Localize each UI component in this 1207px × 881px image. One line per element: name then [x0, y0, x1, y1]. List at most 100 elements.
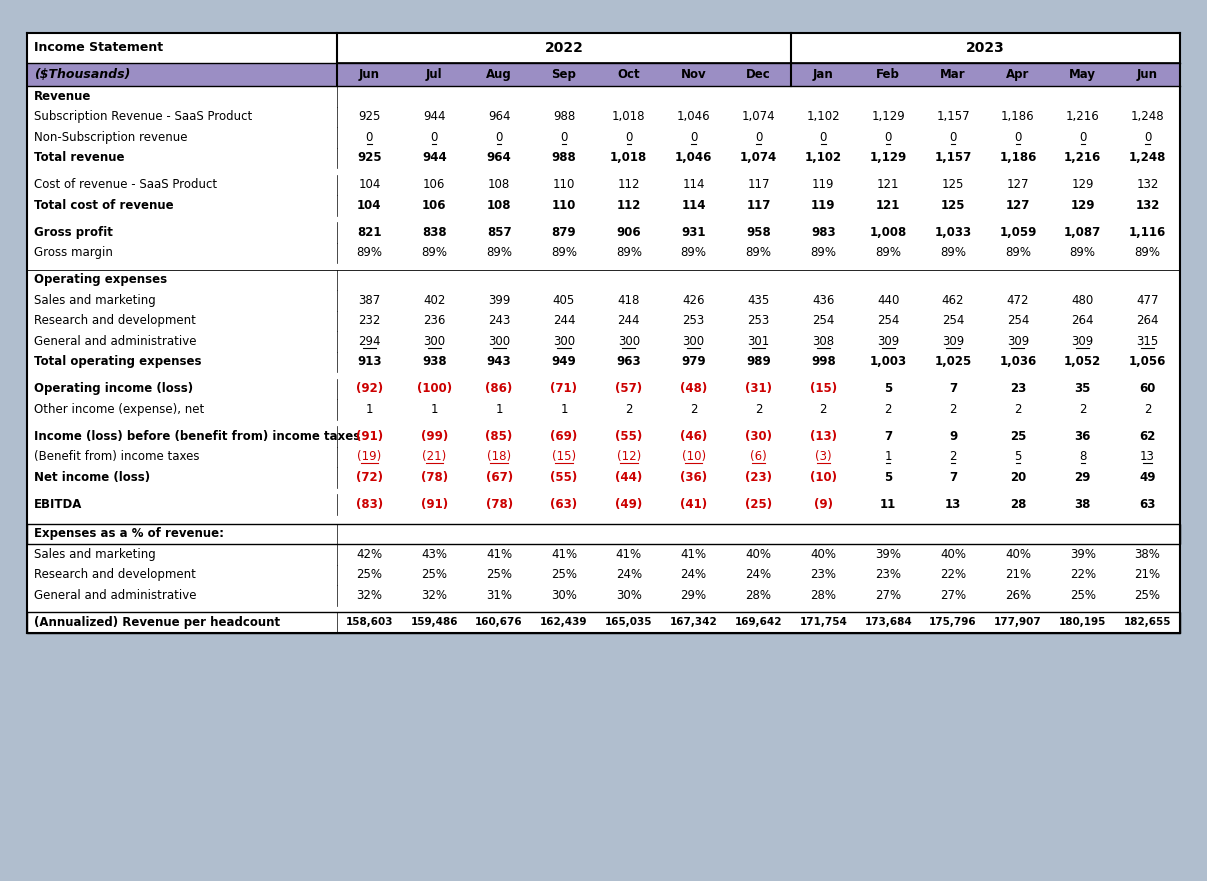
Text: 49: 49	[1139, 470, 1156, 484]
Text: 931: 931	[682, 226, 706, 239]
Text: (18): (18)	[488, 450, 512, 463]
Text: 308: 308	[812, 335, 834, 348]
Text: 264: 264	[1072, 315, 1094, 327]
Text: 1,157: 1,157	[934, 152, 972, 164]
Text: 983: 983	[811, 226, 835, 239]
Text: 38: 38	[1074, 498, 1091, 511]
Text: Total cost of revenue: Total cost of revenue	[34, 199, 174, 211]
Text: 25%: 25%	[1069, 589, 1096, 602]
Text: 1: 1	[431, 403, 438, 416]
Text: (10): (10)	[810, 470, 836, 484]
Text: 300: 300	[488, 335, 511, 348]
Text: 480: 480	[1072, 293, 1094, 307]
Text: 253: 253	[682, 315, 705, 327]
Text: (48): (48)	[680, 382, 707, 396]
Text: Other income (expense), net: Other income (expense), net	[34, 403, 204, 416]
Text: 165,035: 165,035	[605, 618, 653, 627]
Text: 300: 300	[553, 335, 575, 348]
Text: Sep: Sep	[552, 68, 577, 81]
Text: (44): (44)	[616, 470, 642, 484]
Text: 243: 243	[488, 315, 511, 327]
Text: 2: 2	[754, 403, 763, 416]
Text: 236: 236	[424, 315, 445, 327]
Text: 232: 232	[358, 315, 380, 327]
Text: 943: 943	[486, 355, 512, 368]
Text: 167,342: 167,342	[670, 618, 717, 627]
Text: Operating expenses: Operating expenses	[34, 273, 167, 286]
Text: 24%: 24%	[746, 568, 771, 581]
Text: 31%: 31%	[486, 589, 512, 602]
Text: 30%: 30%	[616, 589, 642, 602]
Text: 132: 132	[1136, 178, 1159, 191]
Text: 13: 13	[945, 498, 961, 511]
Text: 89%: 89%	[1005, 247, 1031, 259]
Text: 28: 28	[1010, 498, 1026, 511]
Text: 21%: 21%	[1135, 568, 1161, 581]
Text: Nov: Nov	[681, 68, 706, 81]
Text: Non-Subscription revenue: Non-Subscription revenue	[34, 130, 187, 144]
Text: 2: 2	[885, 403, 892, 416]
Text: 104: 104	[357, 199, 381, 211]
Text: 26%: 26%	[1004, 589, 1031, 602]
Text: 0: 0	[366, 130, 373, 144]
Text: 89%: 89%	[810, 247, 836, 259]
Text: (Benefit from) income taxes: (Benefit from) income taxes	[34, 450, 199, 463]
Text: 112: 112	[617, 199, 641, 211]
Text: Gross profit: Gross profit	[34, 226, 113, 239]
Text: 1,018: 1,018	[612, 110, 646, 123]
Text: 112: 112	[618, 178, 640, 191]
Text: 294: 294	[358, 335, 380, 348]
Text: 2: 2	[625, 403, 632, 416]
Text: Subscription Revenue - SaaS Product: Subscription Revenue - SaaS Product	[34, 110, 252, 123]
Text: 1,129: 1,129	[869, 152, 906, 164]
Text: (23): (23)	[745, 470, 772, 484]
Text: Expenses as a % of revenue:: Expenses as a % of revenue:	[34, 527, 225, 540]
Text: General and administrative: General and administrative	[34, 589, 197, 602]
Text: (86): (86)	[485, 382, 513, 396]
Text: Aug: Aug	[486, 68, 512, 81]
Text: (19): (19)	[357, 450, 381, 463]
Text: 41%: 41%	[550, 548, 577, 560]
Text: 925: 925	[358, 110, 380, 123]
Text: 1,102: 1,102	[806, 110, 840, 123]
Text: Net income (loss): Net income (loss)	[34, 470, 150, 484]
Text: (78): (78)	[485, 498, 513, 511]
Text: 477: 477	[1136, 293, 1159, 307]
Text: 0: 0	[431, 130, 438, 144]
Text: 1,186: 1,186	[999, 152, 1037, 164]
Text: 25%: 25%	[356, 568, 383, 581]
Text: 89%: 89%	[746, 247, 771, 259]
Text: Income (loss) before (benefit from) income taxes: Income (loss) before (benefit from) inco…	[34, 430, 360, 443]
Text: 41%: 41%	[486, 548, 512, 560]
Text: 7: 7	[949, 470, 957, 484]
Text: ($Thousands): ($Thousands)	[34, 68, 130, 81]
Text: 23%: 23%	[810, 568, 836, 581]
Text: (10): (10)	[682, 450, 706, 463]
Text: 127: 127	[1007, 178, 1030, 191]
Text: Revenue: Revenue	[34, 90, 92, 103]
Bar	[27, 612, 1180, 633]
Text: 0: 0	[820, 130, 827, 144]
Text: 1,102: 1,102	[805, 152, 842, 164]
Text: 1,003: 1,003	[869, 355, 906, 368]
Text: 158,603: 158,603	[345, 618, 393, 627]
Text: 925: 925	[357, 152, 381, 164]
Text: General and administrative: General and administrative	[34, 335, 197, 348]
Text: 180,195: 180,195	[1059, 618, 1107, 627]
Text: (99): (99)	[421, 430, 448, 443]
Text: 5: 5	[884, 382, 892, 396]
Text: 2: 2	[1014, 403, 1021, 416]
Text: (55): (55)	[616, 430, 642, 443]
Bar	[27, 33, 1180, 633]
Text: 41%: 41%	[681, 548, 707, 560]
Text: 399: 399	[488, 293, 511, 307]
Text: 1,025: 1,025	[934, 355, 972, 368]
Text: Sales and marketing: Sales and marketing	[34, 293, 156, 307]
Text: 472: 472	[1007, 293, 1030, 307]
Text: 159,486: 159,486	[410, 618, 457, 627]
Text: 1,033: 1,033	[934, 226, 972, 239]
Text: Total revenue: Total revenue	[34, 152, 124, 164]
Text: 964: 964	[488, 110, 511, 123]
Text: (78): (78)	[421, 470, 448, 484]
Text: 1: 1	[885, 450, 892, 463]
